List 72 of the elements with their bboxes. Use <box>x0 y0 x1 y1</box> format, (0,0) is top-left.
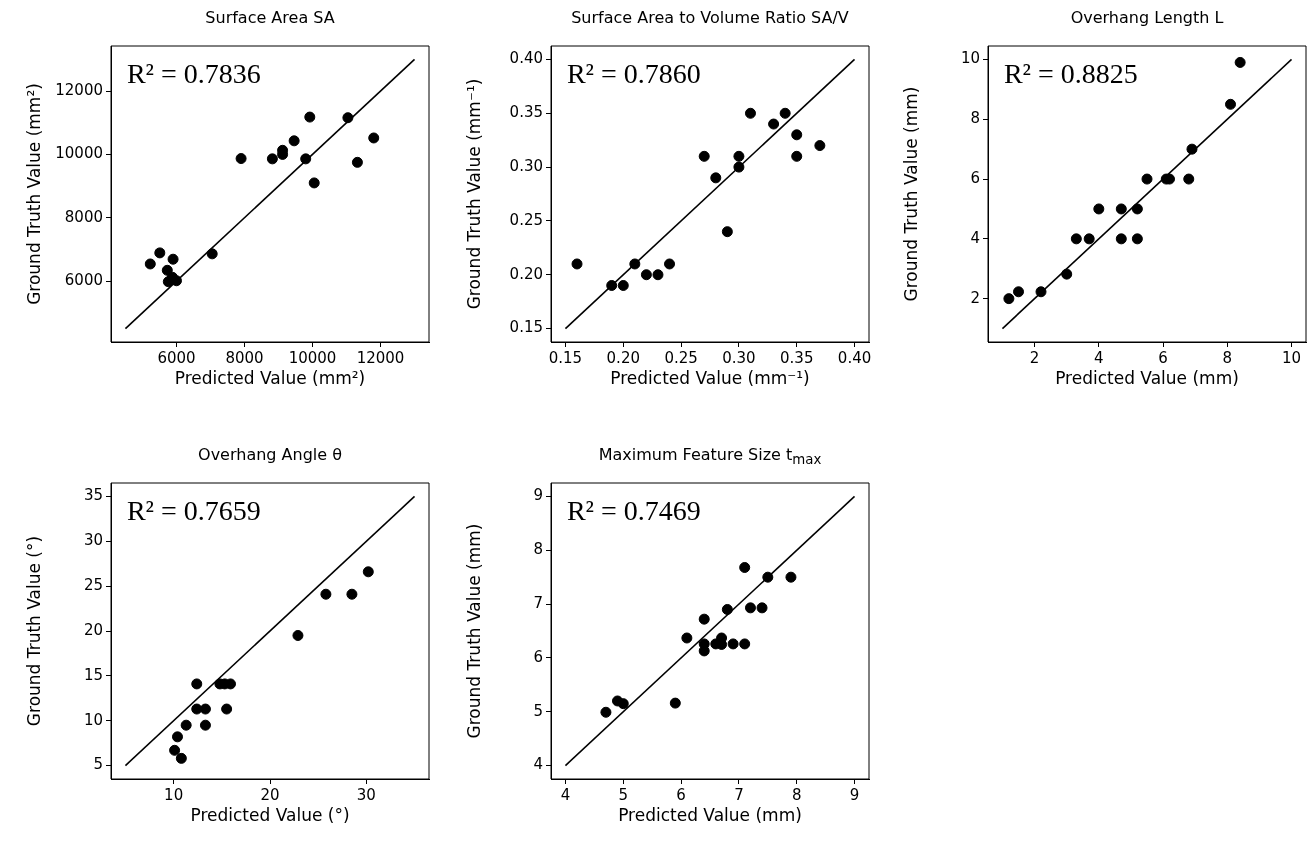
chart-title: Maximum Feature Size t$_{max}$ <box>597 445 823 468</box>
y-tick-label: 0.40 <box>509 49 543 68</box>
x-tick-label: 10 <box>164 785 184 804</box>
y-tick-label: 8000 <box>64 207 103 226</box>
y-tick-label: 25 <box>83 576 103 595</box>
y-tick-label: 30 <box>83 531 103 550</box>
y-tick-label: 0.15 <box>509 318 543 337</box>
y-tick-label: 7 <box>533 593 543 612</box>
y-axis-title: Ground Truth Value (mm) <box>463 523 484 739</box>
y-axis-title: Ground Truth Value (mm) <box>900 86 921 302</box>
annotation: R² = 0.7469 <box>566 494 701 526</box>
y-tick-label: 5 <box>93 755 103 774</box>
y-tick-label: 0.25 <box>509 210 543 229</box>
x-tick-label: 2 <box>1029 348 1040 367</box>
x-axis-title: Predicted Value (°) <box>190 805 350 826</box>
x-axis-title: Predicted Value (mm²) <box>174 368 366 389</box>
y-tick-label: 10 <box>83 710 103 729</box>
x-tick-label: 9 <box>849 785 860 804</box>
y-tick-label: 9 <box>533 486 543 505</box>
y-tick-label: 20 <box>83 620 103 639</box>
y-tick-label: 15 <box>83 665 103 684</box>
x-tick-label: 8000 <box>225 348 264 367</box>
y-tick-label: 6 <box>970 168 980 187</box>
x-tick-label: 0.40 <box>837 348 872 367</box>
annotation: R² = 0.7836 <box>126 57 261 89</box>
annotation: R² = 0.7659 <box>126 494 261 526</box>
chart-title: Overhang Angle θ <box>197 445 343 464</box>
y-tick-label: 0.35 <box>509 103 543 122</box>
x-tick-label: 7 <box>734 785 744 804</box>
y-tick-label: 8 <box>970 109 980 128</box>
y-tick-label: 8 <box>533 540 543 559</box>
x-axis-title: Predicted Value (mm) <box>618 805 802 826</box>
y-tick-label: 0.30 <box>509 156 543 175</box>
y-tick-label: 5 <box>533 701 543 720</box>
x-tick-label: 6000 <box>157 348 196 367</box>
annotation: R² = 0.8825 <box>1003 57 1138 89</box>
chart-title: Surface Area SA <box>204 8 336 27</box>
x-tick-label: 0.20 <box>606 348 640 367</box>
chart-title: Surface Area to Volume Ratio SA/V <box>570 8 850 27</box>
y-tick-label: 4 <box>970 228 980 247</box>
y-tick-label: 35 <box>83 486 103 505</box>
y-axis-title: Ground Truth Value (°) <box>23 535 44 727</box>
x-tick-label: 6 <box>1158 348 1168 367</box>
y-tick-label: 0.20 <box>509 264 543 283</box>
x-tick-label: 0.30 <box>722 348 756 367</box>
x-axis-title: Predicted Value (mm⁻¹) <box>610 368 810 389</box>
x-tick-label: 4 <box>560 785 571 804</box>
x-tick-label: 5 <box>618 785 629 804</box>
y-axis-title: Ground Truth Value (mm⁻¹) <box>463 78 484 310</box>
x-tick-label: 6 <box>676 785 686 804</box>
y-tick-label: 10000 <box>55 144 103 163</box>
x-tick-label: 8 <box>1222 348 1233 367</box>
y-tick-label: 2 <box>970 288 980 307</box>
x-tick-label: 4 <box>1094 348 1104 367</box>
x-axis-title: Predicted Value (mm) <box>1055 368 1239 389</box>
y-tick-label: 10 <box>960 49 980 68</box>
x-tick-label: 0.15 <box>548 348 583 367</box>
x-tick-label: 8 <box>791 785 802 804</box>
x-tick-label: 0.25 <box>664 348 698 367</box>
annotation: R² = 0.7860 <box>566 57 701 89</box>
x-tick-label: 20 <box>260 785 280 804</box>
x-tick-label: 0.35 <box>780 348 814 367</box>
x-tick-label: 12000 <box>356 348 405 367</box>
chart-title: Overhang Length L <box>1069 8 1225 27</box>
y-tick-label: 12000 <box>55 81 103 99</box>
x-tick-label: 30 <box>356 785 376 804</box>
y-tick-label: 6 <box>533 647 543 666</box>
y-axis-title: Ground Truth Value (mm²) <box>23 83 44 305</box>
y-tick-label: 6000 <box>64 270 103 289</box>
y-tick-label: 4 <box>533 755 543 774</box>
x-tick-label: 10000 <box>288 348 337 367</box>
x-tick-label: 10 <box>1282 348 1302 367</box>
